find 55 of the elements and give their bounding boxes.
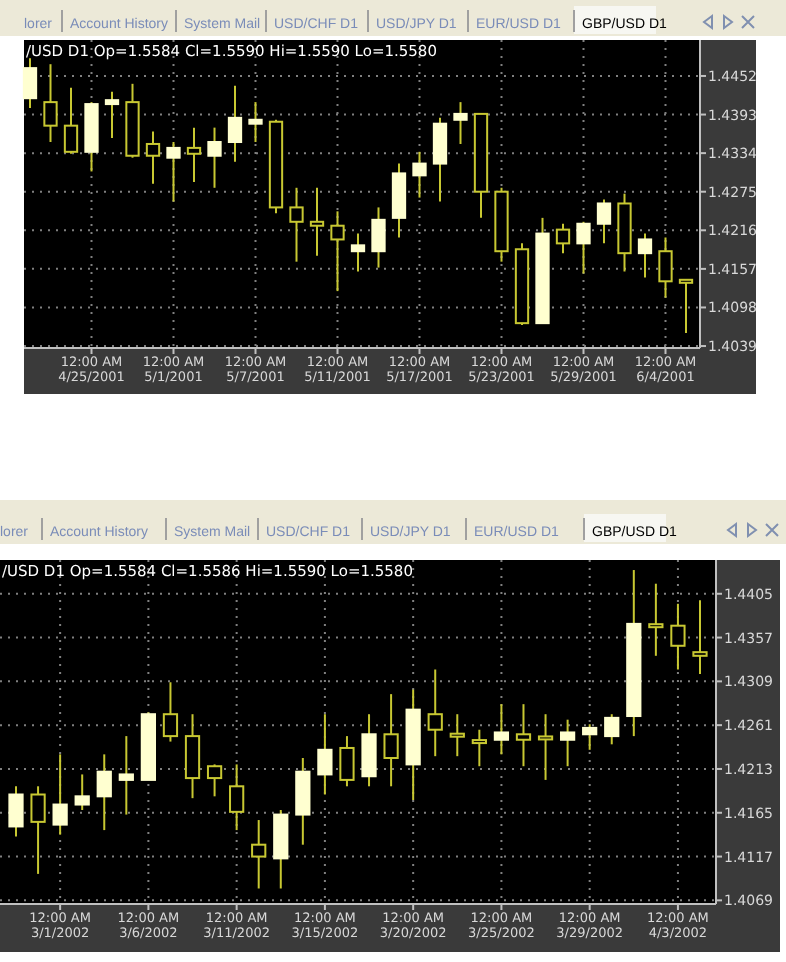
candlestick (658, 236, 673, 299)
candlestick (555, 222, 571, 255)
candlestick (184, 713, 201, 800)
candlestick (251, 819, 267, 890)
candlestick (118, 735, 134, 816)
candlestick (104, 90, 120, 140)
candlestick (692, 599, 708, 676)
candlestick (145, 130, 161, 185)
candlestick (229, 763, 245, 832)
candlestick (449, 713, 465, 758)
candlestick (96, 753, 112, 832)
candlestick (427, 668, 443, 758)
candlestick (559, 718, 576, 768)
candlestick (537, 713, 554, 781)
candlestick (604, 713, 620, 746)
candlestick (166, 141, 181, 203)
candlestick (648, 582, 664, 657)
candlestick (493, 703, 510, 756)
candlestick (361, 713, 377, 788)
candlestick (582, 723, 598, 751)
candlestick (52, 753, 68, 836)
candlestick (30, 785, 46, 875)
candlestick (295, 757, 311, 846)
candlestick (227, 84, 243, 163)
candlestick (289, 186, 304, 263)
candlestick (74, 773, 90, 812)
candlestick (391, 162, 407, 239)
candlestick (350, 232, 366, 273)
candlestick (248, 101, 263, 144)
candlestick (670, 602, 686, 671)
candlestick (596, 198, 612, 245)
candlestick (317, 713, 333, 796)
candlestick (576, 220, 591, 275)
candlestick (43, 63, 58, 144)
candlestick (84, 101, 99, 173)
candlestick (371, 206, 386, 269)
candlestick (678, 278, 694, 334)
candlestick (206, 763, 223, 798)
candlestick (339, 735, 355, 788)
candlestick (207, 126, 222, 189)
candlestick (471, 728, 487, 768)
candlestick (515, 703, 532, 768)
candlestick (412, 150, 427, 199)
candlestick (22, 57, 38, 110)
candlestick (383, 693, 399, 788)
candlestick (273, 809, 289, 890)
candlestick (637, 232, 653, 279)
candlestick (432, 116, 448, 203)
candlestick (453, 101, 468, 145)
candlestick (330, 210, 345, 293)
candlestick (186, 126, 202, 183)
candlestick (63, 86, 79, 155)
candlestick (162, 681, 179, 743)
candlestick (309, 186, 325, 257)
candlestick (8, 785, 24, 838)
